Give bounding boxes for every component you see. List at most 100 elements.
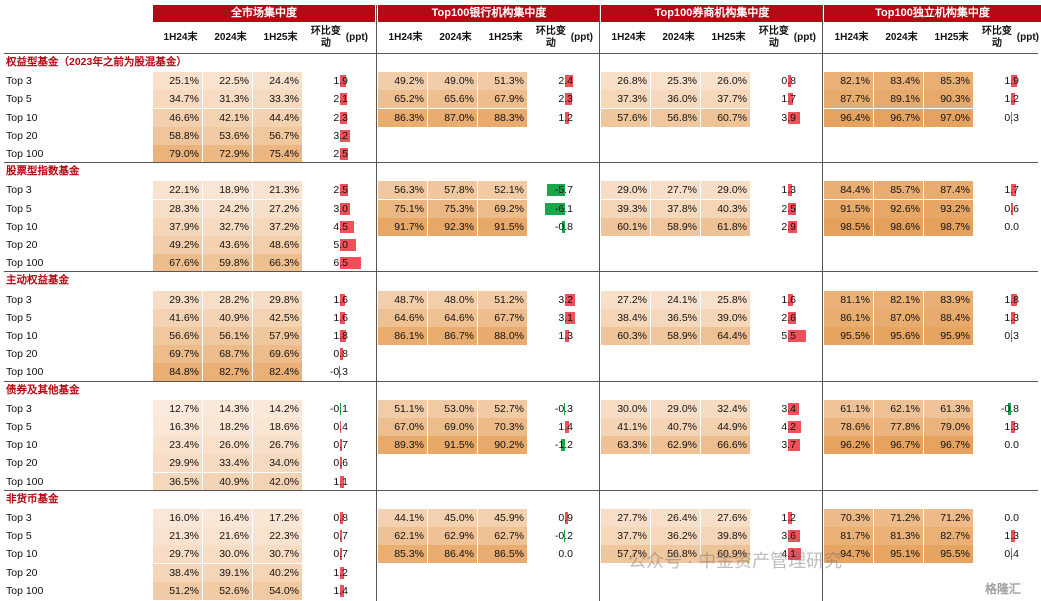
positive-bar [565, 75, 573, 88]
column-header-line: 环比变动 [758, 26, 789, 49]
change-cell: 5.5 [754, 327, 816, 345]
value-cell: 51.1% [378, 399, 427, 418]
value-cell: 91.5% [478, 217, 527, 236]
value-cell: 81.7% [824, 527, 873, 546]
section-divider [4, 380, 1038, 382]
value-cell: 62.9% [651, 436, 700, 455]
change-value: 2.5 [333, 184, 348, 197]
value-cell: 96.7% [874, 108, 923, 127]
change-value: 1.6 [781, 293, 796, 306]
change-cell: -6.1 [531, 200, 593, 218]
value-cell: 89.1% [874, 90, 923, 109]
value-cell: 75.4% [253, 145, 302, 163]
value-cell: 25.8% [701, 290, 750, 309]
negative-bar [546, 184, 565, 197]
change-cell: 2.5 [306, 181, 368, 199]
change-cell: 0.4 [977, 545, 1039, 563]
positive-bar [1011, 111, 1012, 124]
column-header-line: 环比变动 [981, 26, 1012, 49]
value-cell: 18.6% [253, 418, 302, 436]
positive-bar [340, 220, 355, 233]
change-value: 6.5 [333, 257, 348, 270]
change-value: 2.9 [781, 220, 796, 233]
change-cell: 3.6 [754, 527, 816, 545]
row-label: Top 100 [6, 584, 44, 597]
value-cell: 53.6% [203, 126, 252, 145]
change-cell: 2.5 [306, 145, 368, 163]
change-value: 3.6 [781, 530, 796, 543]
negative-bar [562, 220, 565, 233]
change-value: 1.3 [781, 184, 796, 197]
value-cell: 32.4% [701, 399, 750, 418]
row-label: Top 5 [6, 311, 32, 324]
column-header: 环比变动 (ppt) [754, 23, 816, 53]
positive-bar [340, 311, 346, 324]
value-cell: 58.8% [153, 126, 202, 145]
positive-bar [1011, 93, 1015, 106]
positive-bar [1011, 75, 1018, 88]
negative-bar [561, 439, 565, 452]
change-cell: -0.2 [531, 527, 593, 545]
change-cell: 0.0 [977, 509, 1039, 527]
column-header-line: 2024末 [885, 32, 918, 43]
change-cell: 1.7 [977, 181, 1039, 199]
change-cell: 4.5 [306, 218, 368, 236]
column-header-line: (ppt) [793, 32, 816, 43]
value-cell: 64.6% [378, 308, 427, 327]
change-cell: 0.3 [977, 327, 1039, 345]
change-cell: 0.7 [306, 527, 368, 545]
value-cell: 26.7% [253, 436, 302, 455]
change-value: 3.7 [781, 439, 796, 452]
change-value: 4.1 [781, 548, 796, 561]
change-cell: 0.7 [306, 545, 368, 563]
change-value: 3.1 [558, 311, 573, 324]
row-label: Top 10 [6, 330, 38, 342]
column-header-line: 1H25末 [934, 32, 969, 43]
positive-bar [788, 184, 793, 197]
column-header-line: 2024末 [439, 32, 472, 43]
row-label: Top 5 [6, 530, 32, 543]
section-divider [4, 53, 1038, 54]
negative-bar [564, 402, 565, 415]
value-cell: 98.7% [924, 217, 973, 236]
change-value: -0.2 [554, 530, 573, 543]
value-cell: 51.3% [478, 72, 527, 91]
change-cell: 1.6 [306, 309, 368, 327]
column-header-line: 1H24末 [611, 32, 646, 43]
value-cell: 64.4% [701, 327, 750, 345]
group-header: 全市场集中度 [153, 5, 375, 22]
value-cell: 36.5% [651, 308, 700, 327]
value-cell: 28.3% [153, 199, 202, 218]
column-header-line: 1H24末 [834, 32, 869, 43]
value-cell: 27.2% [601, 290, 650, 309]
value-cell: 30.0% [601, 399, 650, 418]
value-cell: 30.0% [203, 545, 252, 564]
positive-bar [565, 111, 569, 124]
positive-bar [1011, 548, 1013, 561]
column-header-line: 1H25末 [263, 32, 298, 43]
value-cell: 69.2% [478, 199, 527, 218]
value-cell: 90.2% [478, 436, 527, 455]
value-cell: 95.9% [924, 327, 973, 345]
value-cell: 81.1% [824, 290, 873, 309]
value-cell: 38.4% [601, 308, 650, 327]
change-value: -5.7 [554, 184, 573, 197]
positive-bar [788, 330, 806, 342]
value-cell: 57.7% [601, 545, 650, 564]
logo: 格隆汇 [985, 582, 1022, 596]
change-value: -1.2 [554, 439, 573, 452]
value-cell: 16.4% [203, 509, 252, 527]
value-cell: 37.3% [601, 90, 650, 109]
value-cell: 98.5% [824, 217, 873, 236]
change-cell: 1.8 [977, 291, 1039, 309]
change-cell: 3.0 [306, 200, 368, 218]
value-cell: 18.9% [203, 181, 252, 200]
change-value: -0.8 [554, 220, 573, 233]
value-cell: 49.2% [153, 236, 202, 254]
column-header: 1H24末 [827, 23, 876, 53]
value-cell: 56.6% [153, 327, 202, 345]
change-value: 1.7 [1004, 184, 1019, 197]
value-cell: 18.2% [203, 418, 252, 436]
value-cell: 85.3% [924, 72, 973, 91]
value-cell: 40.9% [203, 472, 252, 491]
